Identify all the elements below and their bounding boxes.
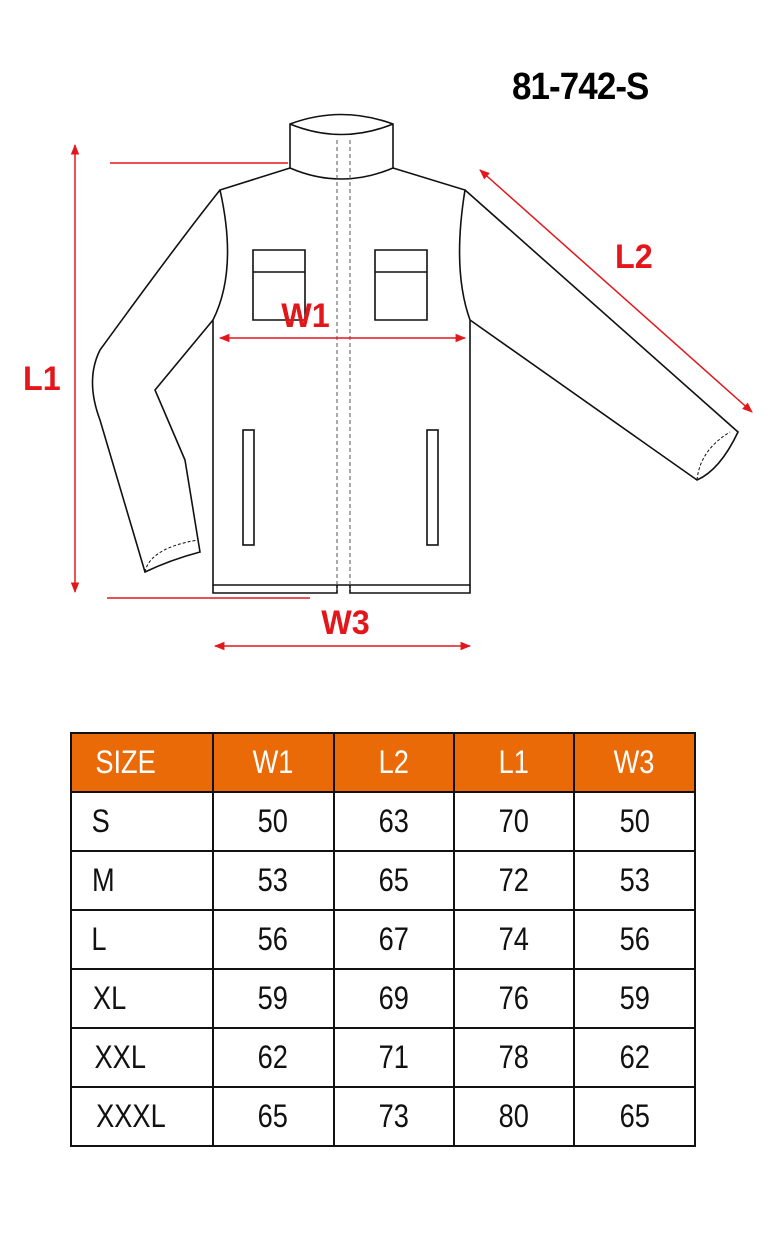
measure-cell: 73 xyxy=(332,1086,455,1147)
measure-cell: 59 xyxy=(211,968,335,1029)
header-l2: L2 xyxy=(332,732,455,793)
jacket-diagram xyxy=(70,113,753,651)
l1-label: L1 xyxy=(22,360,61,398)
left-cuff xyxy=(144,539,199,573)
table-row: M 53 65 72 53 xyxy=(70,850,697,911)
size-cell: XXXL xyxy=(70,1086,214,1147)
l2-arrow xyxy=(479,169,753,413)
measure-cell: 72 xyxy=(452,850,575,911)
measure-cell: 62 xyxy=(211,1027,335,1088)
header-w1: W1 xyxy=(211,732,335,793)
size-cell: XL xyxy=(70,968,214,1029)
table-row: XXL 62 71 78 62 xyxy=(70,1027,697,1088)
size-cell: S xyxy=(70,791,214,852)
right-sleeve xyxy=(464,189,739,481)
measure-cell: 53 xyxy=(211,850,335,911)
collar xyxy=(289,113,394,180)
measure-cell: 65 xyxy=(332,850,455,911)
measure-cell: 78 xyxy=(452,1027,575,1088)
hem xyxy=(212,585,471,594)
measure-cell: 76 xyxy=(452,968,575,1029)
measure-cell: 62 xyxy=(572,1027,697,1088)
measure-cell: 50 xyxy=(211,791,335,852)
right-slot-pocket xyxy=(426,429,439,546)
table-row: XL 59 69 76 59 xyxy=(70,968,697,1029)
measure-cell: 50 xyxy=(572,791,697,852)
measure-cell: 71 xyxy=(332,1027,455,1088)
l2-label: L2 xyxy=(614,238,653,276)
table-header-row: SIZE W1 L2 L1 W3 xyxy=(70,732,697,793)
measure-cell: 65 xyxy=(211,1086,335,1147)
left-sleeve xyxy=(91,189,221,574)
measure-cell: 80 xyxy=(452,1086,575,1147)
left-slot-pocket xyxy=(242,429,255,546)
size-table: SIZE W1 L2 L1 W3 S 50 63 70 50 M 53 65 72 53 L 56 67… xyxy=(70,732,697,1147)
product-code: 81-742-S xyxy=(512,66,649,108)
measure-cell: 56 xyxy=(572,909,697,970)
left-chest-pocket xyxy=(252,249,306,321)
measure-cell: 67 xyxy=(332,909,455,970)
jacket-outline xyxy=(91,113,739,594)
measure-lines xyxy=(70,143,753,651)
measure-cell: 69 xyxy=(332,968,455,1029)
zipper xyxy=(336,140,351,590)
table-row: S 50 63 70 50 xyxy=(70,791,697,852)
size-cell: M xyxy=(70,850,214,911)
measure-cell: 53 xyxy=(572,850,697,911)
header-w3: W3 xyxy=(572,732,697,793)
measure-cell: 56 xyxy=(211,909,335,970)
header-size: SIZE xyxy=(70,732,214,793)
table-row: XXXL 65 73 80 65 xyxy=(70,1086,697,1147)
w1-label: W1 xyxy=(281,297,330,335)
right-chest-pocket xyxy=(374,249,428,321)
w3-label: W3 xyxy=(321,604,370,642)
measure-cell: 70 xyxy=(452,791,575,852)
body xyxy=(212,167,471,586)
size-cell: XXL xyxy=(70,1027,214,1088)
header-l1: L1 xyxy=(452,732,575,793)
measure-cell: 59 xyxy=(572,968,697,1029)
table-row: L 56 67 74 56 xyxy=(70,909,697,970)
measure-cell: 63 xyxy=(332,791,455,852)
size-cell: L xyxy=(70,909,214,970)
measure-cell: 74 xyxy=(452,909,575,970)
measure-cell: 65 xyxy=(572,1086,697,1147)
